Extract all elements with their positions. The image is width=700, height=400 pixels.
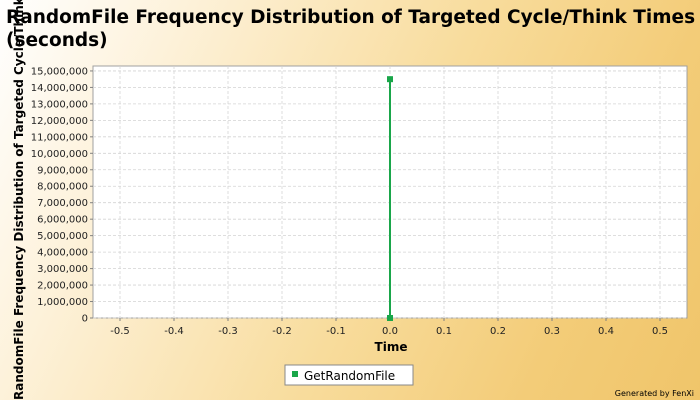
x-tick-label: -0.3: [218, 326, 238, 337]
chart-title: RandomFile Frequency Distribution of Tar…: [6, 7, 696, 51]
y-tick-label: 7,000,000: [37, 198, 88, 209]
y-tick-label: 1,000,000: [37, 297, 88, 308]
x-axis: -0.5 -0.4 -0.3 -0.2 -0.1 0.0 0.1 0.2 0.3 0.4 0.5: [110, 318, 668, 337]
legend: GetRandomFile: [284, 364, 414, 386]
x-tick-label: -0.5: [110, 326, 130, 337]
y-tick-label: 10,000,000: [31, 149, 88, 160]
y-tick-label: 13,000,000: [31, 99, 88, 110]
legend-swatch: [292, 371, 298, 377]
y-tick-label: 4,000,000: [37, 248, 88, 259]
series-layer: [387, 76, 393, 321]
x-tick-label: -0.4: [164, 326, 184, 337]
y-tick-label: 15,000,000: [31, 66, 88, 77]
y-tick-label: 12,000,000: [31, 116, 88, 127]
x-tick-label: 0.4: [598, 326, 614, 337]
x-tick-label: 0.5: [652, 326, 668, 337]
y-tick-label: 14,000,000: [31, 83, 88, 94]
y-tick-label: 11,000,000: [31, 132, 88, 143]
footer-credit: Generated by FenXi: [614, 389, 694, 398]
x-tick-label: 0.3: [544, 326, 560, 337]
y-axis-label: RandomFile Frequency Distribution of Tar…: [12, 0, 26, 400]
y-tick-label: 5,000,000: [37, 231, 88, 242]
x-tick-label: -0.2: [272, 326, 292, 337]
x-tick-label: -0.1: [326, 326, 346, 337]
y-tick-label: 0: [82, 314, 88, 325]
y-tick-label: 9,000,000: [37, 165, 88, 176]
data-point: [387, 76, 393, 83]
legend-label: GetRandomFile: [304, 369, 395, 383]
y-tick-label: 2,000,000: [37, 281, 88, 292]
y-axis: 0 1,000,000 2,000,000 3,000,000 4,000,000 5,0…: [31, 66, 93, 325]
y-tick-label: 6,000,000: [37, 215, 88, 226]
x-tick-label: 0.0: [382, 326, 398, 337]
data-point: [387, 315, 393, 321]
y-tick-label: 3,000,000: [37, 264, 88, 275]
x-axis-label: Time: [375, 340, 408, 354]
y-tick-label: 8,000,000: [37, 182, 88, 193]
legend-box: [284, 364, 414, 386]
x-tick-label: 0.2: [490, 326, 506, 337]
x-tick-label: 0.1: [436, 326, 452, 337]
